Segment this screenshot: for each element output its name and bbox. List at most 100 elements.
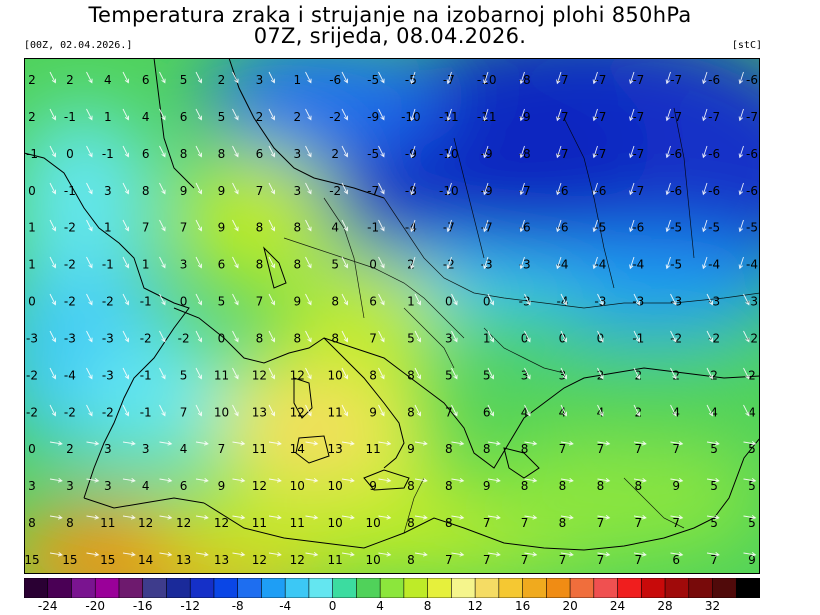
- colorbar-tick-label: -20: [85, 599, 105, 613]
- wind-arrow: [597, 330, 604, 343]
- wind-arrow: [86, 478, 100, 483]
- colorbar-tick-label: 24: [609, 599, 626, 613]
- temperature-value-label: 0: [521, 332, 529, 346]
- wind-arrow: [410, 256, 416, 270]
- temperature-value-label: 3: [142, 442, 150, 456]
- wind-arrow: [378, 441, 392, 446]
- wind-arrow: [305, 404, 312, 417]
- temperature-value-label: -3: [481, 258, 493, 272]
- temperature-value-label: 12: [138, 516, 153, 530]
- wind-arrow: [556, 219, 562, 233]
- wind-arrow: [670, 367, 677, 380]
- colorbar-swatch: [664, 577, 690, 599]
- temperature-value-label: 4: [559, 405, 567, 419]
- temperature-value-label: 6: [180, 110, 188, 124]
- wind-arrow: [629, 108, 635, 122]
- temperature-value-label: -1: [140, 368, 152, 382]
- temperature-value-label: -1: [140, 405, 152, 419]
- temperature-value-label: -4: [632, 258, 644, 272]
- wind-arrow: [592, 182, 598, 196]
- temperature-value-label: -4: [557, 295, 569, 309]
- wind-arrow: [122, 404, 130, 417]
- temperature-value-label: -7: [594, 147, 606, 161]
- wind-arrow: [629, 145, 635, 159]
- wind-arrow: [597, 367, 604, 380]
- wind-arrow: [305, 145, 312, 158]
- wind-arrow: [670, 478, 684, 483]
- temperature-value-label: -3: [746, 295, 758, 309]
- temperature-value-label: 8: [407, 516, 415, 530]
- temperature-value-label: -6: [670, 184, 682, 198]
- temperature-value-label: 7: [445, 553, 453, 567]
- temperature-value-label: 11: [100, 516, 115, 530]
- wind-arrow: [629, 219, 635, 233]
- wind-arrow: [560, 478, 574, 483]
- temperature-value-label: 4: [597, 405, 605, 419]
- temperature-value-label: 11: [328, 405, 343, 419]
- temperature-value-label: 2: [710, 368, 718, 382]
- wind-arrow: [487, 367, 495, 380]
- temperature-value-label: 0: [180, 295, 188, 309]
- temperature-value-label: 7: [256, 295, 264, 309]
- wind-arrow: [743, 441, 757, 446]
- temperature-value-label: 12: [252, 553, 267, 567]
- colorbar-tick-label: 20: [562, 599, 578, 613]
- wind-arrow: [159, 145, 166, 158]
- temperature-value-label: 8: [445, 442, 453, 456]
- temperature-value-label: 11: [252, 442, 267, 456]
- colorbar-swatch: [356, 577, 381, 599]
- wind-arrow: [232, 552, 246, 557]
- wind-arrow: [159, 367, 166, 380]
- colorbar-swatch: [237, 577, 263, 599]
- temperature-value-label: 3: [293, 147, 301, 161]
- temperature-value-label: 2: [28, 110, 36, 124]
- colorbar-swatch: [71, 577, 97, 599]
- temperature-value-label: 8: [521, 479, 529, 493]
- temperature-value-label: 11: [214, 368, 229, 382]
- wind-arrow: [195, 515, 209, 520]
- temperature-value-label: 3: [559, 368, 567, 382]
- wind-arrow: [451, 367, 458, 380]
- wind-arrow: [597, 441, 611, 446]
- wind-arrow: [487, 515, 501, 520]
- temperature-value-label: -6: [557, 221, 569, 235]
- temperature-value-label: 8: [293, 221, 301, 235]
- wind-arrow: [49, 145, 57, 158]
- wind-arrow: [86, 404, 93, 417]
- temperature-value-label: 3: [293, 184, 301, 198]
- temperature-value-label: 2: [748, 368, 756, 382]
- temperature-value-label: 7: [559, 553, 567, 567]
- wind-arrow: [738, 108, 744, 122]
- temperature-value-label: 6: [142, 147, 150, 161]
- wind-arrow: [122, 330, 130, 343]
- temperature-value-label: 4: [180, 442, 188, 456]
- wind-arrow: [159, 108, 166, 121]
- wind-arrow: [519, 219, 525, 233]
- wind-arrow: [49, 182, 57, 195]
- wind-arrow: [446, 108, 452, 122]
- wind-arrow: [341, 108, 349, 121]
- temperature-value-label: 5: [218, 110, 226, 124]
- wind-arrow: [232, 515, 246, 520]
- temperature-value-label: 9: [218, 479, 226, 493]
- colorbar-tick-label: 28: [657, 599, 673, 613]
- temperature-value-label: 1: [407, 295, 415, 309]
- wind-arrow: [592, 256, 598, 270]
- wind-arrow: [232, 367, 239, 380]
- temperature-value-label: 9: [672, 479, 680, 493]
- wind-arrow: [446, 145, 452, 159]
- temperature-value-label: 4: [710, 405, 718, 419]
- temperature-value-label: 4: [331, 221, 339, 235]
- temperature-value-label: 10: [365, 553, 380, 567]
- map-frame: [24, 58, 760, 574]
- wind-arrow: [341, 256, 349, 269]
- wind-arrow: [159, 182, 166, 195]
- temperature-value-label: 2: [331, 147, 339, 161]
- temperature-value-label: 8: [28, 516, 36, 530]
- temperature-value-label: -7: [632, 147, 644, 161]
- wind-arrow: [268, 330, 276, 343]
- wind-arrow: [487, 404, 495, 417]
- wind-arrow: [592, 145, 598, 159]
- temperature-value-label: 8: [256, 258, 264, 272]
- wind-arrow: [159, 441, 173, 446]
